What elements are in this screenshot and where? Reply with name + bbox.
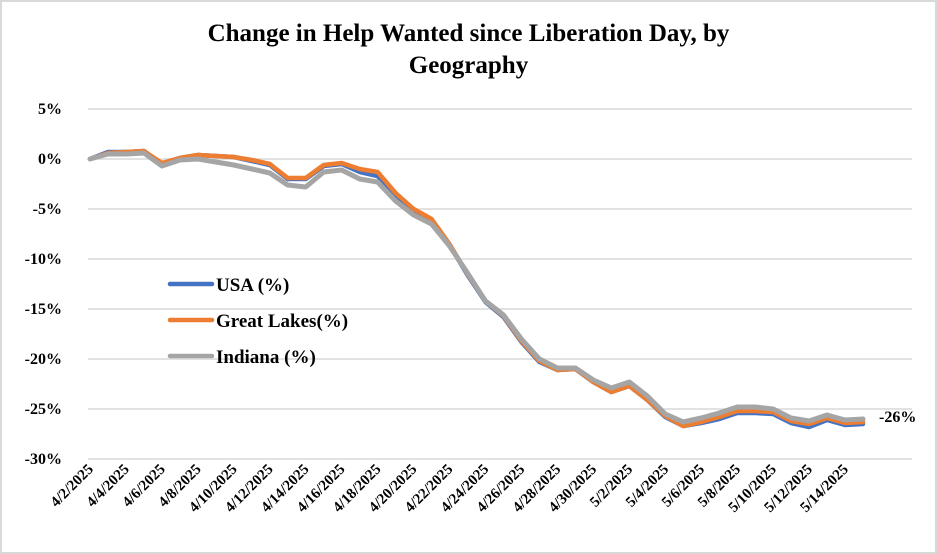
legend-label: Great Lakes(%) bbox=[216, 311, 348, 332]
x-axis-tick-labels: 4/2/20254/4/20254/6/20254/8/20254/10/202… bbox=[48, 462, 852, 516]
annotations: -26% bbox=[879, 409, 916, 426]
y-tick-label: 5% bbox=[38, 101, 62, 118]
chart-title: Change in Help Wanted since Liberation D… bbox=[0, 18, 937, 82]
end-value-label: -26% bbox=[879, 409, 916, 426]
y-tick-label: 0% bbox=[38, 151, 62, 168]
series-line-indiana bbox=[87, 150, 866, 425]
legend-label: Indiana (%) bbox=[216, 347, 316, 368]
y-tick-label: -10% bbox=[25, 251, 62, 268]
chart-title-line-2: Geography bbox=[408, 52, 529, 79]
y-tick-label: -20% bbox=[25, 351, 62, 368]
y-tick-label: -25% bbox=[25, 401, 62, 418]
y-tick-label: -5% bbox=[33, 201, 62, 218]
chart-title-line-1: Change in Help Wanted since Liberation D… bbox=[207, 20, 730, 47]
y-tick-label: -30% bbox=[25, 451, 62, 468]
series-lines bbox=[87, 148, 866, 430]
legend-label: USA (%) bbox=[216, 275, 289, 296]
legend: USA (%) Great Lakes(%) Indiana (%) bbox=[167, 275, 348, 368]
y-tick-label: -15% bbox=[25, 301, 62, 318]
y-axis-tick-labels: 5% 0% -5% -10% -15% -20% -25% -30% bbox=[25, 101, 62, 468]
gridlines bbox=[88, 108, 912, 460]
